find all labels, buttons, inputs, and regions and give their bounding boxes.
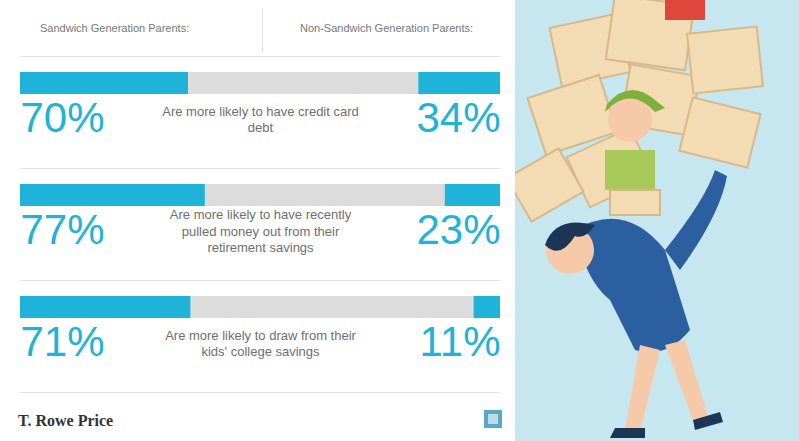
html-text:Sandwich Generation Parents:: Sandwich Generation Parents: — [40, 22, 190, 34]
svg-text:Are more likely to have credit: Are more likely to have credit carddebt — [162, 104, 359, 135]
svg-text:23%: 23% — [416, 206, 500, 253]
svg-text:Are more likely to draw from t: Are more likely to draw from theirkids' … — [165, 328, 356, 359]
svg-text:70%: 70% — [21, 94, 105, 141]
svg-text:77%: 77% — [21, 206, 105, 253]
svg-text:34%: 34% — [416, 94, 500, 141]
html-text:T. Rowe Price: T. Rowe Price — [18, 412, 114, 429]
svg-text:Are more likely to have recent: Are more likely to have recentlypulled m… — [170, 207, 352, 255]
svg-text:71%: 71% — [21, 318, 105, 365]
html-text:Non-Sandwich Generation Parent: Non-Sandwich Generation Parents: — [300, 22, 473, 34]
svg-text:11%: 11% — [420, 318, 501, 365]
